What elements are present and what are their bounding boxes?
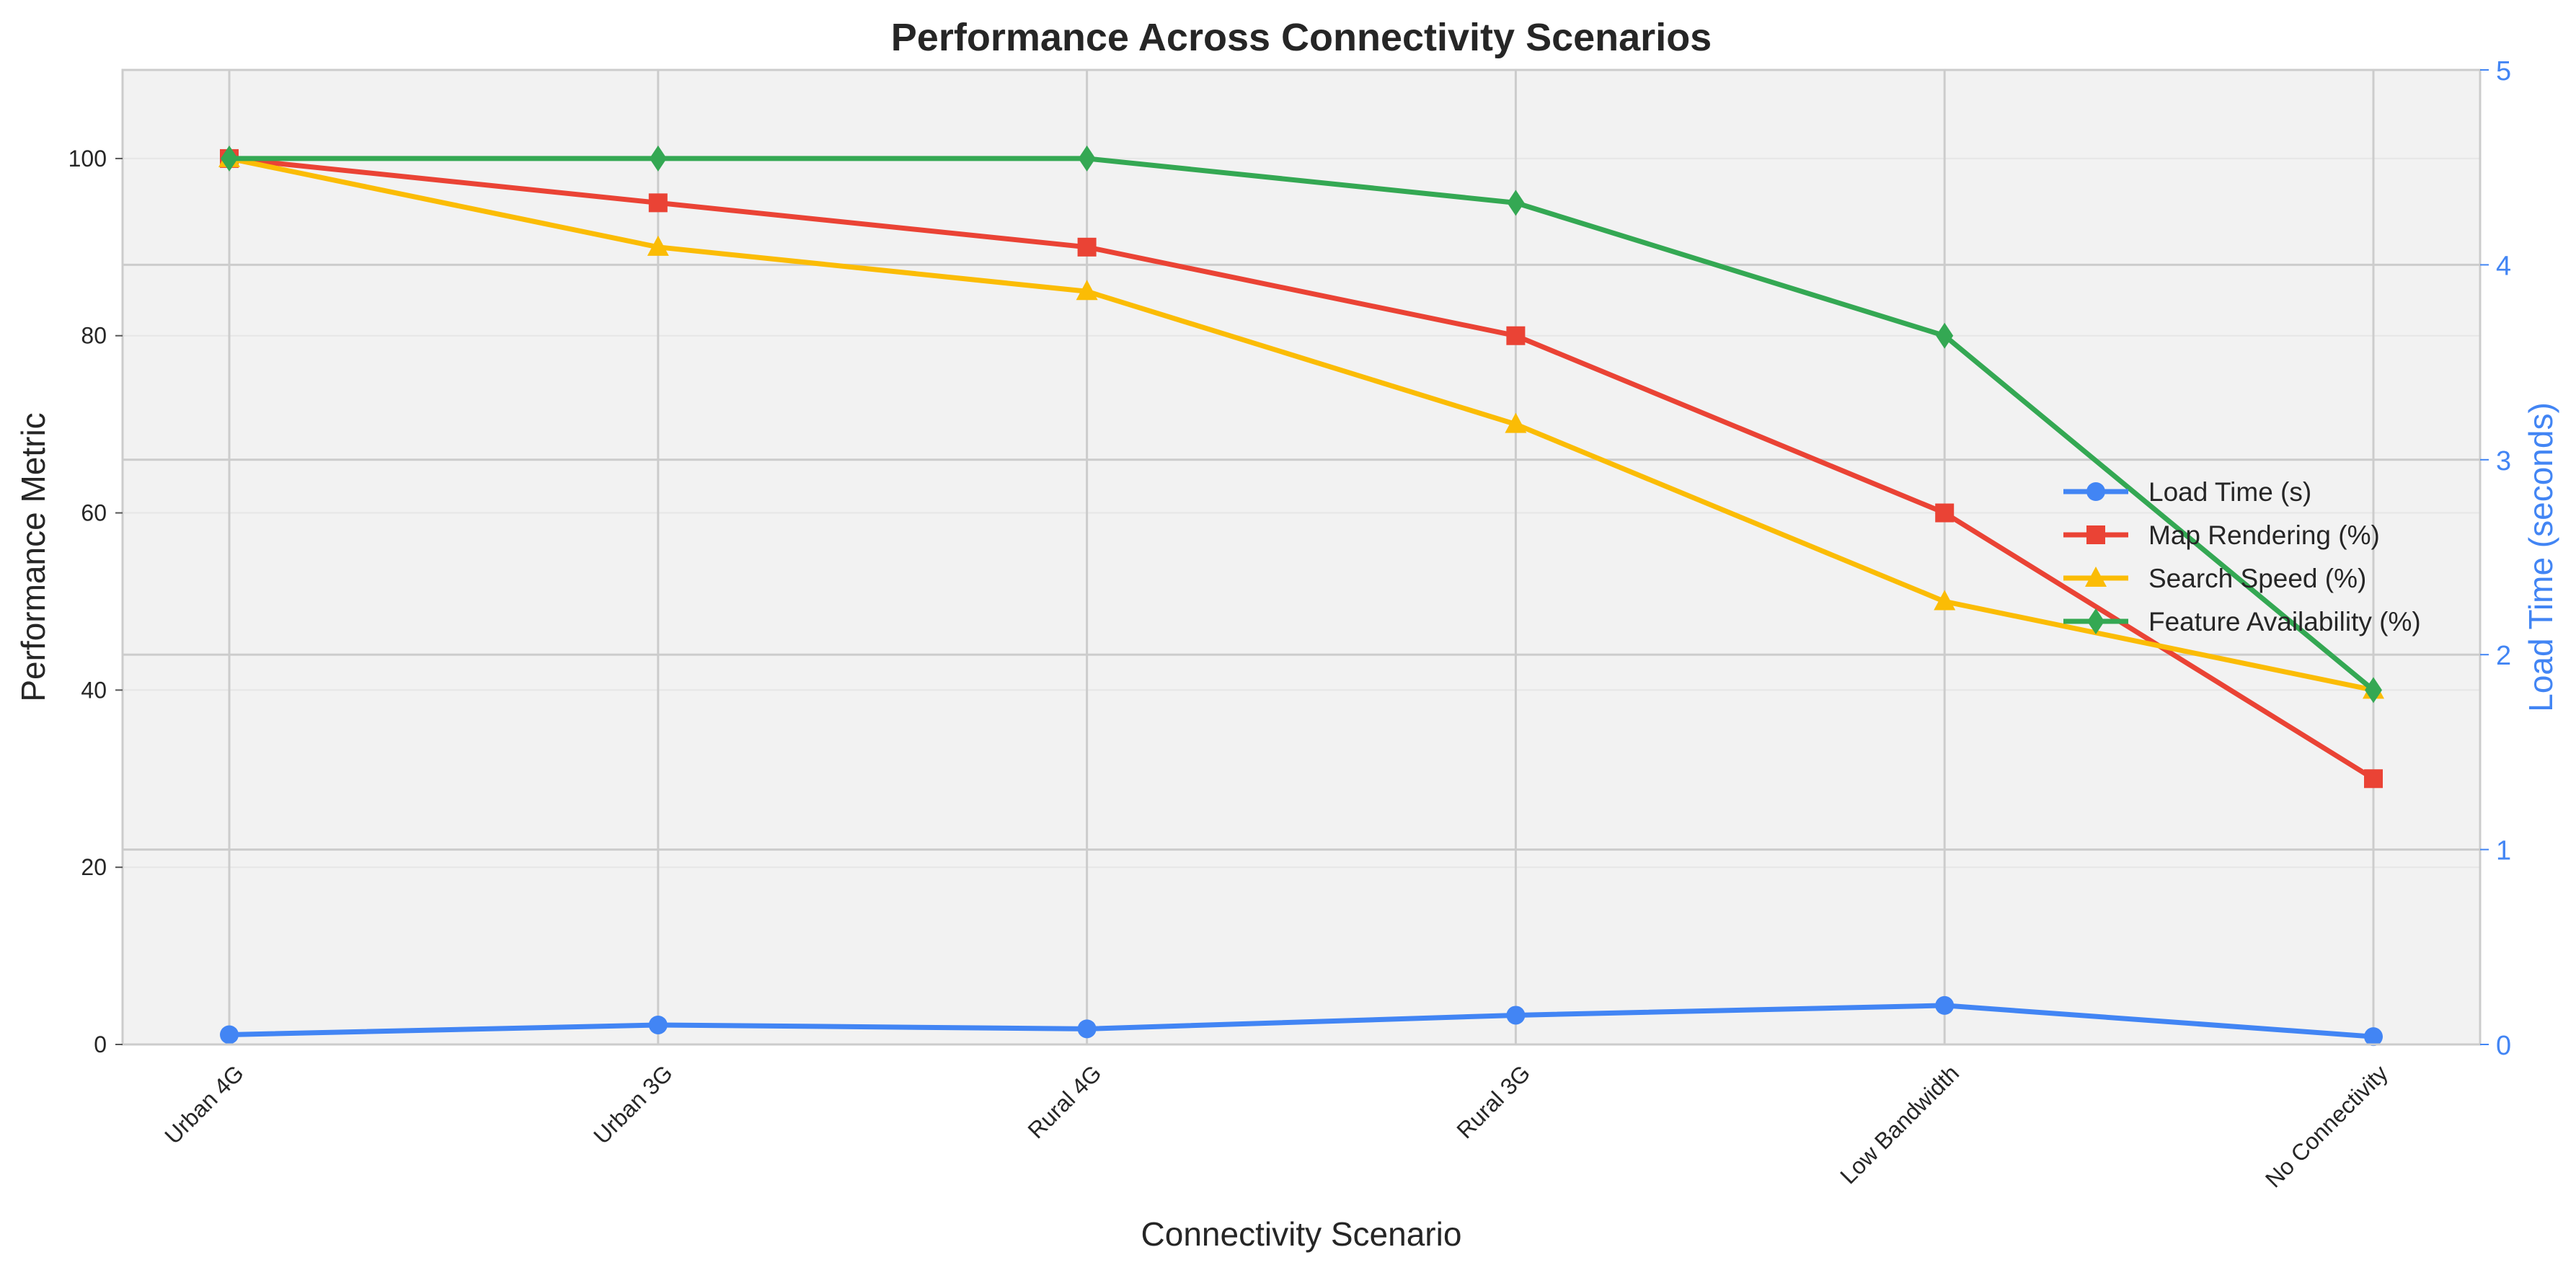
data-point	[648, 193, 668, 213]
y-tick-label: 0	[94, 1031, 107, 1057]
data-point	[1506, 326, 1526, 345]
y2-tick-label: 4	[2496, 251, 2511, 281]
data-point	[647, 235, 669, 256]
legend-label: Load Time (s)	[2148, 477, 2311, 507]
y2-tick-label: 3	[2496, 446, 2511, 476]
legend-label: Map Rendering (%)	[2148, 520, 2380, 550]
y-tick-label: 20	[81, 854, 107, 880]
data-point	[1934, 590, 1956, 611]
data-point	[2364, 769, 2383, 789]
y2-tick-label: 2	[2496, 641, 2511, 671]
legend-label: Feature Availability (%)	[2148, 607, 2421, 636]
x-tick-label: Rural 3G	[1451, 1060, 1535, 1143]
legend-marker	[2086, 525, 2105, 544]
series-layer	[218, 145, 2384, 1047]
data-point	[221, 145, 238, 172]
y-tick-label: 40	[81, 677, 107, 703]
series-line	[226, 156, 2376, 693]
plot-frame	[121, 68, 2482, 1046]
plot-background	[123, 70, 2480, 1044]
series-diamond	[221, 145, 2382, 704]
y-tick-label: 80	[81, 323, 107, 349]
data-point	[1936, 322, 1954, 349]
x-tick-label: Low Bandwidth	[1835, 1060, 1964, 1189]
y-tick-label: 100	[68, 146, 107, 172]
data-point	[1076, 280, 1098, 301]
y2-axis-label: Load Time (seconds)	[2522, 402, 2559, 712]
data-point	[1505, 412, 1527, 433]
data-point	[1077, 237, 1097, 257]
data-point	[2365, 677, 2382, 704]
x-tick-label: No Connectivity	[2260, 1060, 2393, 1192]
x-tick-label: Urban 3G	[588, 1060, 678, 1149]
legend-entry: Feature Availability (%)	[2063, 607, 2421, 636]
x-tick-label: Rural 4G	[1023, 1060, 1107, 1143]
y2-tick-label: 0	[2496, 1031, 2511, 1061]
y2-tick-label: 1	[2496, 836, 2511, 866]
legend-marker	[2085, 567, 2107, 587]
data-point	[648, 1015, 668, 1034]
legend: Load Time (s) Map Rendering (%) Search Spe…	[2063, 477, 2421, 636]
data-point	[1935, 995, 1955, 1015]
series-line	[226, 156, 2376, 693]
legend-marker	[2087, 608, 2104, 634]
legend-entry: Map Rendering (%)	[2063, 520, 2380, 550]
data-point	[649, 145, 667, 172]
data-point	[1935, 503, 1955, 523]
series-circle	[220, 995, 2383, 1047]
data-point	[2364, 1027, 2383, 1047]
x-axis-label: Connectivity Scenario	[1141, 1215, 1462, 1253]
series-line	[226, 156, 2376, 781]
legend-label: Search Speed (%)	[2148, 564, 2366, 593]
data-point	[1507, 190, 1525, 216]
y-axis-label: Performance Metric	[14, 412, 52, 701]
data-point	[1077, 1019, 1097, 1039]
data-point	[220, 1025, 239, 1044]
legend-marker	[2086, 482, 2105, 501]
y-tick-label: 60	[81, 500, 107, 526]
chart-title: Performance Across Connectivity Scenario…	[891, 16, 1712, 59]
x-tick-label: Urban 4G	[159, 1060, 249, 1149]
data-point	[1506, 1006, 1526, 1025]
legend-entry: Search Speed (%)	[2063, 564, 2366, 593]
series-line	[226, 1003, 2376, 1039]
y2-tick-label: 5	[2496, 56, 2511, 86]
legend-entry: Load Time (s)	[2063, 477, 2311, 507]
data-point	[1078, 145, 1096, 172]
